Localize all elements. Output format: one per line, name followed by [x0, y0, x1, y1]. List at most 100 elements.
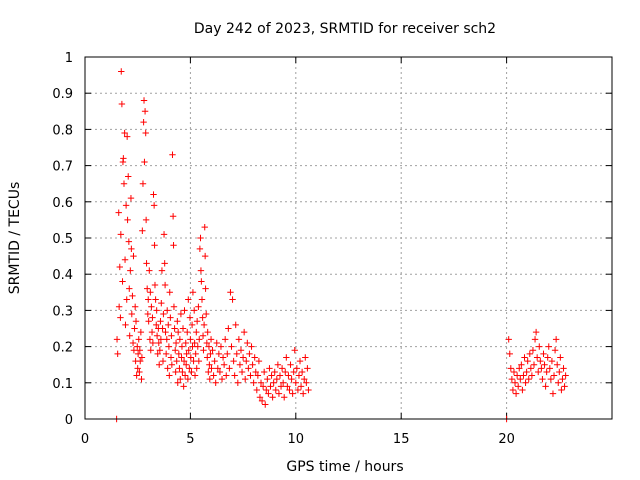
data-point: [180, 383, 187, 390]
data-point: [516, 365, 523, 372]
data-point: [505, 336, 512, 343]
data-point: [294, 386, 302, 394]
data-point: [169, 213, 177, 220]
data-point: [293, 365, 301, 372]
data-point: [174, 328, 182, 336]
data-point: [249, 361, 256, 368]
data-point: [265, 390, 272, 397]
data-point: [275, 390, 283, 397]
data-point: [153, 321, 160, 329]
data-point: [169, 151, 176, 158]
data-point: [199, 332, 207, 339]
data-point: [185, 296, 192, 303]
data-point: [161, 260, 168, 267]
data-point: [163, 336, 170, 343]
data-point: [193, 365, 200, 372]
data-point: [304, 365, 311, 372]
data-point: [252, 368, 259, 376]
data-point: [532, 328, 540, 336]
data-point: [158, 267, 166, 274]
data-point: [168, 361, 176, 368]
data-point: [545, 343, 552, 350]
data-point: [144, 310, 152, 318]
data-point: [251, 354, 258, 361]
data-point: [519, 386, 526, 394]
data-point: [148, 328, 156, 336]
data-point: [518, 361, 525, 368]
data-point: [141, 158, 148, 166]
data-point: [152, 296, 159, 303]
data-point: [143, 285, 151, 292]
data-point: [135, 336, 142, 343]
data-point: [146, 336, 154, 343]
data-point: [161, 281, 169, 289]
data-point: [200, 321, 208, 329]
data-point: [208, 365, 215, 372]
data-point: [217, 343, 225, 350]
data-point: [250, 379, 257, 386]
data-point: [207, 336, 215, 343]
data-point: [212, 379, 219, 386]
data-point: [279, 379, 287, 386]
data-point: [146, 267, 153, 274]
data-point: [523, 368, 530, 376]
data-point: [178, 343, 186, 350]
data-point: [129, 292, 136, 300]
plot-frame: [84, 56, 613, 420]
data-point: [278, 365, 286, 372]
data-point: [214, 365, 222, 372]
data-point: [248, 343, 255, 350]
data-point: [165, 321, 172, 329]
data-point: [260, 368, 268, 376]
data-point: [562, 372, 569, 379]
x-tick-label: 20: [498, 432, 515, 447]
data-point: [168, 332, 175, 339]
data-point: [145, 296, 152, 303]
y-tick-label: 1: [65, 51, 73, 66]
data-point: [162, 328, 169, 336]
data-point: [197, 234, 204, 242]
data-point: [234, 379, 242, 386]
data-point: [182, 361, 190, 368]
data-point: [170, 303, 178, 310]
data-point: [239, 354, 247, 361]
data-point: [179, 325, 187, 332]
data-point: [153, 332, 161, 339]
data-point: [216, 368, 224, 376]
data-point: [115, 303, 123, 310]
data-point: [201, 252, 209, 260]
data-point: [154, 350, 161, 358]
data-point: [559, 375, 566, 383]
data-point: [204, 354, 211, 361]
data-point: [166, 372, 173, 379]
data-point: [514, 383, 522, 390]
data-point: [550, 372, 558, 379]
data-point: [204, 328, 211, 336]
data-point: [527, 365, 535, 372]
y-axis-title: SRMTID / TECUs: [7, 182, 23, 295]
data-point: [126, 285, 133, 292]
data-point: [540, 350, 547, 358]
data-point: [156, 361, 163, 368]
data-point: [138, 354, 146, 361]
data-point: [231, 372, 238, 379]
data-point: [226, 365, 233, 372]
x-tick-label: 15: [393, 432, 410, 447]
data-point: [174, 379, 181, 386]
data-point: [126, 332, 133, 339]
data-point: [269, 394, 276, 401]
data-point: [530, 361, 538, 368]
data-point: [205, 343, 213, 350]
data-point: [164, 307, 171, 314]
data-point: [286, 386, 293, 394]
data-point: [166, 289, 173, 296]
data-point: [114, 350, 121, 358]
data-point: [186, 314, 194, 321]
data-point: [213, 339, 220, 347]
data-point: [284, 383, 291, 390]
data-point: [167, 314, 174, 321]
data-point: [195, 303, 202, 310]
data-point: [157, 318, 164, 325]
data-point: [139, 180, 147, 187]
data-point: [116, 263, 123, 271]
